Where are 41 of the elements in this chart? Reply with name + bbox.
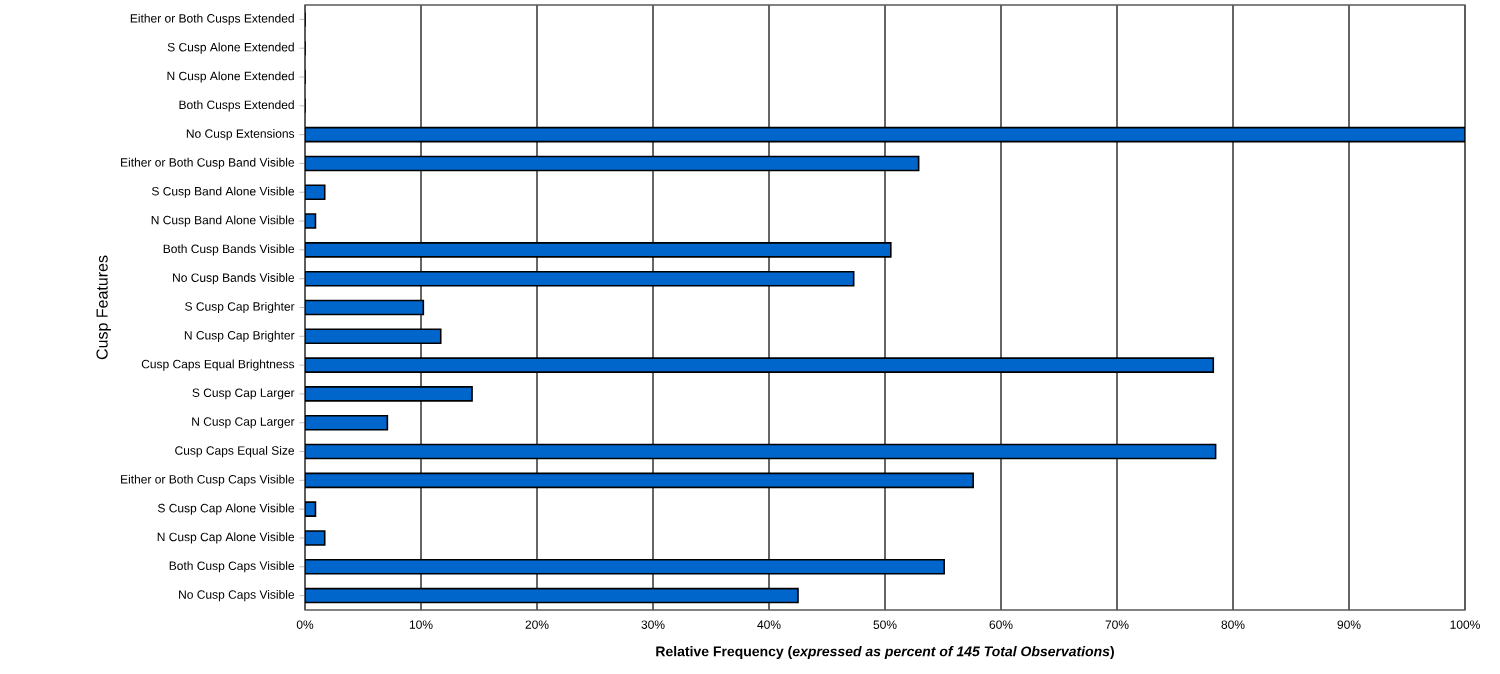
bar [305, 155, 920, 172]
y-tick-label: Both Cusp Bands Visible [163, 244, 295, 256]
y-tick-label: Cusp Caps Equal Brightness [141, 359, 295, 371]
y-tick-label: N Cusp Cap Alone Visible [157, 532, 295, 544]
y-tick-label: Both Cusp Caps Visible [169, 561, 295, 573]
y-tick-label: No Cusp Bands Visible [173, 273, 295, 285]
y-tick-label: Either or Both Cusp Caps Visible [121, 474, 295, 486]
y-tick-label: S Cusp Cap Brighter [185, 301, 295, 314]
y-tick-label: Both Cusps Extended [179, 100, 294, 112]
x-tick-label: 90% [1337, 620, 1361, 629]
bar [305, 270, 855, 287]
x-tick-label: 40% [757, 620, 781, 629]
x-tick-label: 100% [1450, 620, 1480, 629]
y-tick-label: S Cusp Cap Larger [192, 388, 295, 400]
bar [305, 443, 1217, 460]
y-tick-label: N Cusp Alone Extended [167, 71, 294, 83]
x-tick-label: 50% [873, 620, 897, 629]
x-tick-label: 30% [641, 620, 665, 629]
y-tick-label: N Cusp Band Alone Visible [151, 215, 295, 227]
x-tick-label: 80% [1221, 620, 1245, 629]
y-tick-label: S Cusp Alone Extended [167, 42, 294, 54]
bar [305, 299, 425, 316]
y-axis-title: Cusp Features [96, 255, 111, 360]
y-tick-label: N Cusp Cap Larger [192, 417, 295, 429]
y-tick-label: No Cusp Extensions [186, 129, 295, 141]
x-tick-label: 20% [525, 620, 549, 629]
y-tick-label: S Cusp Cap Alone Visible [157, 503, 295, 515]
bar [305, 126, 1465, 143]
x-axis-title: Relative Frequency (expressed as percent of 145 Total Observations) [656, 646, 1114, 660]
y-tick-label: Either or Both Cusps Extended [130, 13, 294, 25]
x-tick-label: 0% [296, 620, 314, 629]
x-tick-label: 60% [989, 620, 1013, 629]
y-tick-label: N Cusp Cap Brighter [184, 330, 295, 342]
x-tick-label: 10% [409, 620, 433, 629]
bar [305, 587, 799, 604]
y-tick-label: S Cusp Band Alone Visible [151, 186, 295, 198]
bar [305, 472, 974, 489]
y-tick-label: Either or Both Cusp Band Visible [121, 157, 295, 170]
y-tick-label: Cusp Caps Equal Size [175, 445, 295, 458]
x-tick-label: 70% [1105, 620, 1129, 629]
y-tick-label: No Cusp Caps Visible [179, 589, 295, 602]
